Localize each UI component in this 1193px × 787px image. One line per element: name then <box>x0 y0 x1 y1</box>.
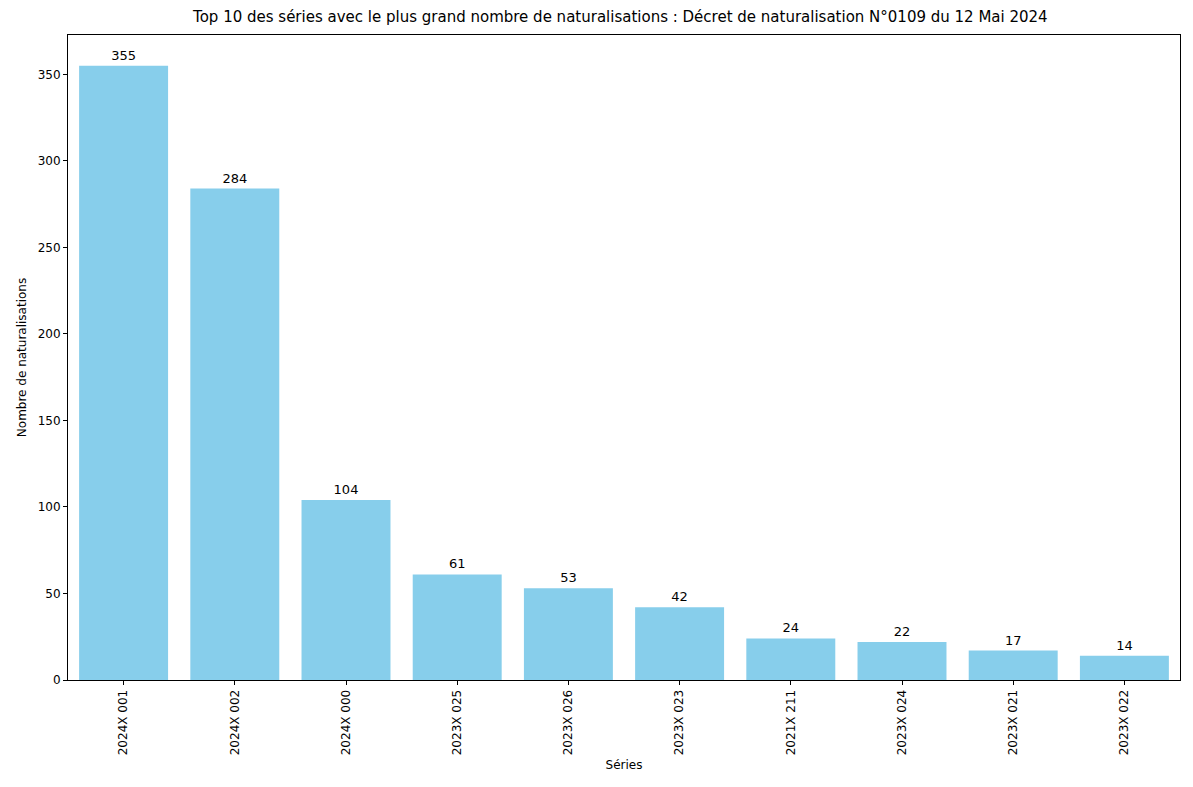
svg-text:61: 61 <box>449 556 466 571</box>
svg-text:Top 10 des séries avec le plus: Top 10 des séries avec le plus grand nom… <box>192 8 1048 26</box>
svg-text:2024X 002: 2024X 002 <box>228 690 242 755</box>
svg-text:200: 200 <box>38 327 61 341</box>
svg-text:Nombre de naturalisations: Nombre de naturalisations <box>15 278 29 437</box>
svg-text:22: 22 <box>894 624 911 639</box>
svg-text:2024X 000: 2024X 000 <box>339 690 353 755</box>
svg-text:0: 0 <box>53 673 61 687</box>
svg-text:355: 355 <box>111 48 136 63</box>
svg-text:2023X 025: 2023X 025 <box>450 690 464 755</box>
svg-text:2023X 024: 2023X 024 <box>895 690 909 755</box>
svg-text:350: 350 <box>38 68 61 82</box>
svg-text:50: 50 <box>45 587 60 601</box>
svg-text:104: 104 <box>334 482 359 497</box>
svg-text:300: 300 <box>38 154 61 168</box>
svg-text:150: 150 <box>38 414 61 428</box>
svg-text:42: 42 <box>671 589 688 604</box>
svg-text:2024X 001: 2024X 001 <box>117 690 131 755</box>
svg-text:14: 14 <box>1116 638 1133 653</box>
svg-text:2023X 026: 2023X 026 <box>561 690 575 755</box>
svg-text:Séries: Séries <box>606 758 643 772</box>
svg-text:24: 24 <box>783 620 800 635</box>
svg-text:53: 53 <box>560 570 577 585</box>
svg-text:17: 17 <box>1005 633 1022 648</box>
svg-text:2023X 022: 2023X 022 <box>1117 690 1131 755</box>
svg-text:2023X 021: 2023X 021 <box>1006 690 1020 755</box>
svg-text:284: 284 <box>222 171 247 186</box>
svg-text:2023X 023: 2023X 023 <box>673 690 687 755</box>
svg-text:100: 100 <box>38 500 61 514</box>
svg-text:2021X 211: 2021X 211 <box>784 690 798 755</box>
svg-text:250: 250 <box>38 241 61 255</box>
